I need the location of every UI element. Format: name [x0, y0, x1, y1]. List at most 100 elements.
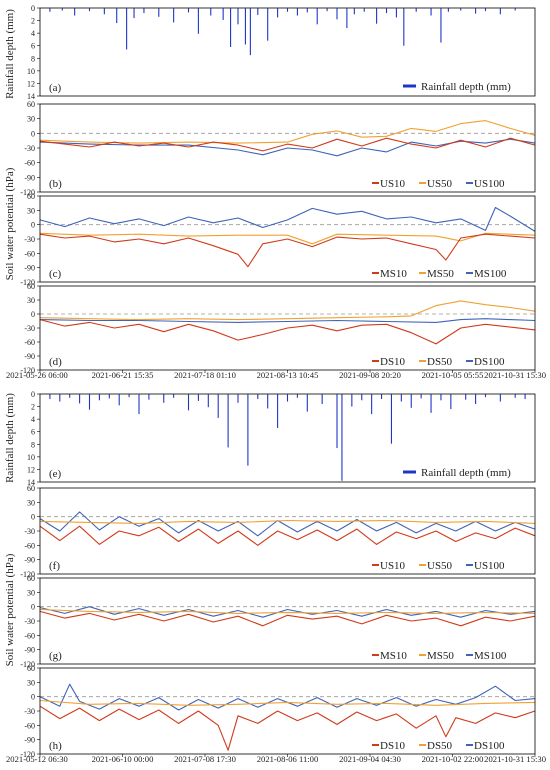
panel-f-series-us100: [39, 511, 536, 537]
panel-f-legend-label-us100: US100: [474, 560, 505, 572]
panel-a-ytick-label: 12: [27, 79, 35, 88]
panel-d-xtick-label: 2021-08-13 10:45: [257, 370, 319, 380]
panel-b-legend-label-us50: US50: [427, 178, 453, 190]
panel-d-ytick-label: 0: [31, 310, 35, 319]
panel-h-series-ds50: [39, 699, 536, 706]
panel-h-ytick-label: -90: [24, 736, 35, 745]
panel-b-ytick-label: -60: [24, 159, 35, 168]
panel-g-legend-label-ms50: MS50: [427, 650, 454, 662]
panel-f-legend-label-us50: US50: [427, 560, 453, 572]
panel-g-ytick-label: -90: [24, 646, 35, 655]
panel-d-ytick-label: -90: [24, 352, 35, 361]
panel-d-legend-label-ds50: DS50: [427, 356, 453, 368]
panel-g-legend-label-ms10: MS10: [380, 650, 407, 662]
panel-a-legend-label: Rainfall depth (mm): [421, 81, 511, 93]
panel-c-ytick-label: -90: [24, 264, 35, 273]
panel-b-panel-label: (b): [49, 178, 62, 190]
panel-g-ytick-label: 60: [27, 574, 35, 583]
swp-axis-label-bottom: Soil water potential (hPa): [4, 553, 16, 666]
panel-a-ytick-label: 4: [31, 29, 35, 38]
panel-d-legend-label-ds100: DS100: [474, 356, 505, 368]
panel-c-ytick-label: -120: [20, 278, 35, 287]
panel-h-xtick-label: 2021-09-04 04:30: [339, 754, 401, 764]
panel-d-ytick-label: -120: [20, 366, 35, 375]
panel-e-ytick-label: 10: [27, 453, 35, 462]
panel-f-ytick-label: -60: [24, 541, 35, 550]
panel-b-series-us10: [39, 137, 536, 152]
panel-h-ytick-label: 30: [27, 678, 35, 687]
panel-d-ytick-label: -60: [24, 338, 35, 347]
panel-d-series-ds50: [39, 300, 536, 321]
panel-b-series-us100: [39, 138, 536, 157]
rainfall-axis-label-bottom: Rainfall depth (mm): [4, 393, 16, 483]
panel-c-legend-label-ms10: MS10: [380, 268, 407, 280]
panel-a-frame: [39, 7, 536, 97]
panel-c-ytick-label: 60: [27, 192, 35, 201]
panel-h-xtick-label: 2021-10-31 15:30: [484, 754, 546, 764]
panel-h-ytick-label: -60: [24, 721, 35, 730]
panel-b-ytick-label: -30: [24, 144, 35, 153]
panel-h-ytick-label: 60: [27, 664, 35, 673]
panel-b-ytick-label: 60: [27, 100, 35, 109]
panel-g-ytick-label: 30: [27, 588, 35, 597]
panel-f-ytick-label: -120: [20, 570, 35, 579]
panel-h-panel-label: (h): [49, 740, 62, 752]
panel-c-panel-label: (c): [49, 268, 62, 280]
panel-c-legend-label-ms50: MS50: [427, 268, 454, 280]
panel-e-ytick-label: 12: [27, 465, 35, 474]
panel-h-xtick-label: 2021-08-06 11:00: [257, 754, 319, 764]
panel-c-ytick-label: 0: [31, 221, 35, 230]
panel-h-series-ds100: [39, 683, 536, 711]
panel-d-ytick-label: 30: [27, 296, 35, 305]
panel-f-ytick-label: -30: [24, 527, 35, 536]
panel-h-ytick-label: -120: [20, 750, 35, 759]
panel-d-xtick-label: 2021-10-31 15:30: [484, 370, 546, 380]
panel-a-ytick-label: 2: [31, 17, 35, 26]
panel-h-xtick-label: 2021-10-02 22:00: [422, 754, 484, 764]
panel-f-series-us10: [39, 525, 536, 546]
panel-e-ytick-label: 4: [31, 415, 35, 424]
panel-e-ytick-label: 2: [31, 403, 35, 412]
panel-h-xtick-label: 2021-06-10 00:00: [92, 754, 154, 764]
panel-a-ytick-label: 10: [27, 67, 35, 76]
panel-h-legend-label-ds50: DS50: [427, 740, 453, 752]
panel-h-xtick-label: 2021-07-08 17:30: [174, 754, 236, 764]
panel-h-series-ds10: [39, 705, 536, 751]
rainfall-axis-label-top: Rainfall depth (mm): [4, 9, 16, 99]
panel-f-series-us50: [39, 519, 536, 524]
panel-d-xtick-label: 2021-10-05 05:55: [422, 370, 484, 380]
panel-e-frame: [39, 393, 536, 483]
swp-axis-label-top: Soil water potential (hPa): [4, 167, 16, 280]
panel-f-frame: [39, 487, 536, 575]
panel-c-series-ms50: [39, 232, 536, 245]
panel-g-ytick-label: 0: [31, 603, 35, 612]
panel-d-series-ds100: [39, 318, 536, 323]
panel-d-xtick-label: 2021-06-21 15:35: [92, 370, 154, 380]
panel-c-series-ms10: [39, 233, 536, 268]
panel-f-ytick-label: -90: [24, 556, 35, 565]
panel-d-series-ds10: [39, 319, 536, 345]
panel-g-ytick-label: -120: [20, 660, 35, 669]
panel-a-ytick-label: 6: [31, 42, 35, 51]
panel-c-ytick-label: -30: [24, 235, 35, 244]
panel-b-ytick-label: 30: [27, 115, 35, 124]
panel-a-ytick-label: 8: [31, 54, 35, 63]
panel-a-ytick-label: 14: [27, 92, 35, 101]
panel-g-series-ms50: [39, 608, 536, 614]
panel-e-legend-label: Rainfall depth (mm): [421, 467, 511, 479]
panel-g-series-ms10: [39, 610, 536, 627]
panel-d-panel-label: (d): [49, 356, 62, 368]
panel-b-ytick-label: -120: [20, 188, 35, 197]
panel-c-legend-label-ms100: MS100: [474, 268, 507, 280]
panel-h-xtick-label: 2021-05-12 06:30: [6, 754, 68, 764]
panel-d-xtick-label: 2021-05-26 06:00: [6, 370, 68, 380]
panel-e-ytick-label: 0: [31, 390, 35, 399]
panel-e-panel-label: (e): [49, 468, 62, 480]
panel-e-ytick-label: 8: [31, 440, 35, 449]
panel-d-xtick-label: 2021-09-08 20:20: [339, 370, 401, 380]
panel-a-panel-label: (a): [49, 82, 62, 94]
panel-g-panel-label: (g): [49, 650, 62, 662]
panel-b-frame: [39, 103, 536, 193]
panel-d-xtick-label: 2021-07-18 01:10: [174, 370, 236, 380]
